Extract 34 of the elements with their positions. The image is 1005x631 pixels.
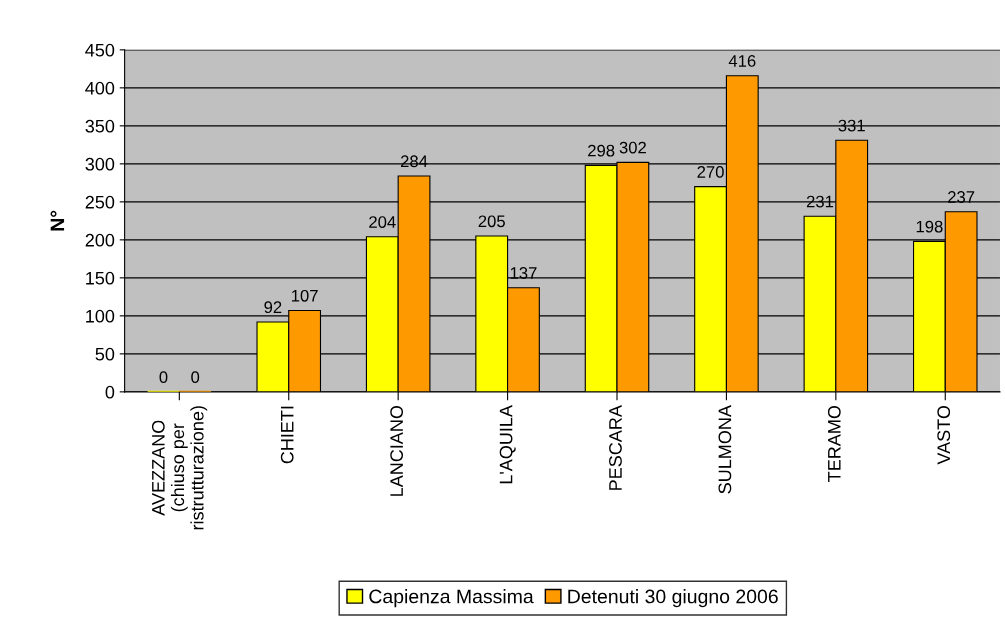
y-tick-label: 400 xyxy=(85,81,115,95)
x-tick-label: CHIETI xyxy=(280,406,294,464)
data-label: 302 xyxy=(619,141,646,154)
x-tick-label: VASTO xyxy=(937,405,951,465)
x-tick-label: L'AQUILA xyxy=(499,405,516,484)
x-tick-label: LANCIANO xyxy=(390,405,404,496)
y-tick-label: 300 xyxy=(85,157,115,171)
y-tick-label: 250 xyxy=(85,195,115,209)
data-label: 416 xyxy=(728,55,756,67)
x-tick-label: AVEZZANO (chiuso per ristrutturazione) xyxy=(151,406,208,530)
y-tick-label: 0 xyxy=(105,385,115,399)
data-label: 198 xyxy=(916,220,943,233)
y-tick-label: 100 xyxy=(86,309,115,323)
data-label: 298 xyxy=(588,144,615,157)
data-label: 205 xyxy=(478,215,505,228)
data-label: 270 xyxy=(697,166,724,178)
y-tick-label: 50 xyxy=(95,347,115,361)
data-label: 137 xyxy=(510,267,537,279)
data-label: 107 xyxy=(291,289,318,302)
x-tick-label: PESCARA xyxy=(609,405,622,490)
data-label: 92 xyxy=(264,301,282,314)
y-tick-label: 450 xyxy=(85,43,115,57)
data-label: 0 xyxy=(191,371,200,383)
data-label: 204 xyxy=(369,216,396,228)
y-tick-label: 200 xyxy=(85,233,115,247)
y-tick-label: 150 xyxy=(86,271,115,285)
y-tick-label: 350 xyxy=(85,119,115,133)
x-tick-label: SULMONA xyxy=(718,405,732,494)
y-axis-title: N° xyxy=(50,210,65,231)
legend-label: Capienza Massima xyxy=(369,589,534,608)
data-label: 0 xyxy=(159,371,168,383)
legend-label: Detenuti 30 giugno 2006 xyxy=(568,589,778,608)
data-label: 237 xyxy=(948,191,975,203)
x-tick-label: TERAMO xyxy=(827,405,841,482)
